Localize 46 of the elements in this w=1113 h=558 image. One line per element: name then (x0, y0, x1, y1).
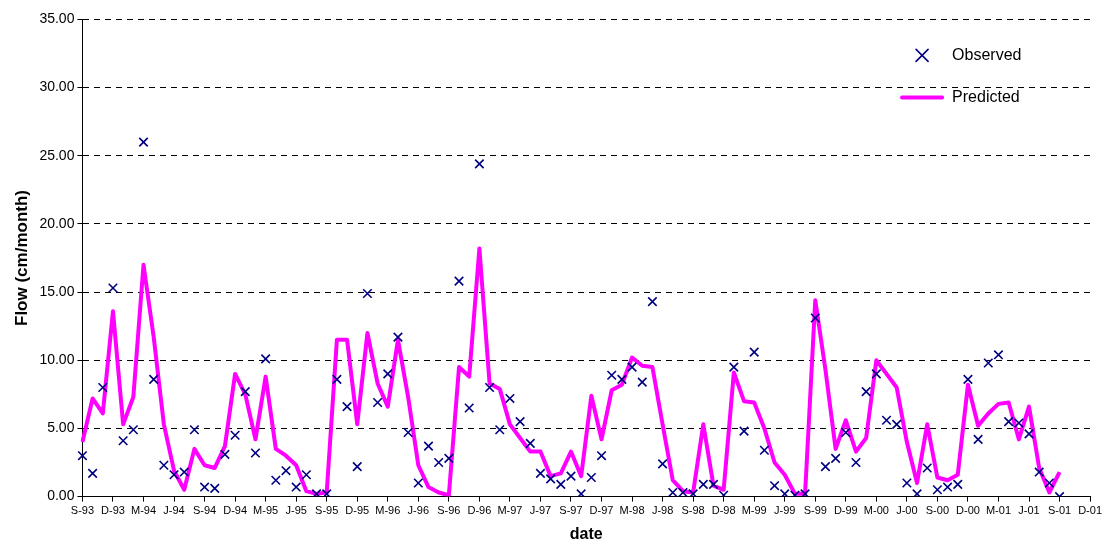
y-tick-label: 15.00 (39, 282, 75, 299)
x-tick-label: S-99 (803, 504, 827, 517)
x-tick-label: M-01 (985, 504, 1012, 517)
x-tick-label: S-00 (925, 504, 950, 517)
y-tick-label: 30.00 (39, 78, 75, 95)
x-tick-label: M-95 (253, 504, 279, 517)
x-tick-label: M-96 (375, 504, 401, 517)
x-tick-label: D-00 (956, 504, 980, 517)
x-tick-label: S-95 (315, 504, 339, 517)
x-tick-label: J-95 (285, 504, 307, 517)
x-axis-title: date (569, 524, 603, 542)
x-tick-label: J-99 (774, 504, 796, 517)
x-tick-label: M-97 (497, 504, 523, 517)
x-tick-label: M-94 (130, 504, 157, 517)
x-tick-label: S-93 (70, 504, 95, 517)
x-tick-label: S-96 (437, 504, 461, 517)
legend-label: Observed (952, 45, 1022, 63)
x-tick-label: D-99 (833, 504, 858, 517)
x-tick-label: D-01 (1078, 504, 1102, 517)
x-tick-label: S-01 (1047, 504, 1072, 517)
x-tick-label: D-95 (345, 504, 370, 517)
x-tick-label: J-98 (651, 504, 674, 517)
y-tick-label: 35.00 (39, 10, 75, 27)
y-tick-label: 25.00 (39, 146, 75, 163)
x-tick-label: J-97 (529, 504, 552, 517)
x-tick-label: M-98 (619, 504, 645, 517)
x-tick-label: S-94 (192, 504, 217, 517)
x-tick-label: J-96 (407, 504, 430, 517)
x-tick-label: J-00 (896, 504, 918, 517)
x-tick-label: M-99 (741, 504, 767, 517)
x-tick-label: D-93 (101, 504, 125, 517)
x-tick-label: J-01 (1018, 504, 1040, 517)
y-tick-label: 10.00 (39, 351, 75, 368)
y-tick-label: 20.00 (39, 214, 75, 231)
legend-label: Predicted (952, 87, 1020, 105)
y-axis-title: Flow (cm/month) (11, 190, 31, 326)
x-tick-label: D-96 (467, 504, 492, 517)
x-tick-label: S-98 (681, 504, 705, 517)
y-tick-label: 0.00 (47, 487, 75, 504)
x-tick-label: D-98 (711, 504, 736, 517)
x-tick-label: D-97 (589, 504, 614, 517)
y-tick-label: 5.00 (47, 419, 75, 436)
x-tick-label: M-00 (863, 504, 889, 517)
x-tick-label: D-94 (223, 504, 248, 517)
x-tick-label: J-94 (163, 504, 185, 517)
x-tick-label: S-97 (559, 504, 583, 517)
